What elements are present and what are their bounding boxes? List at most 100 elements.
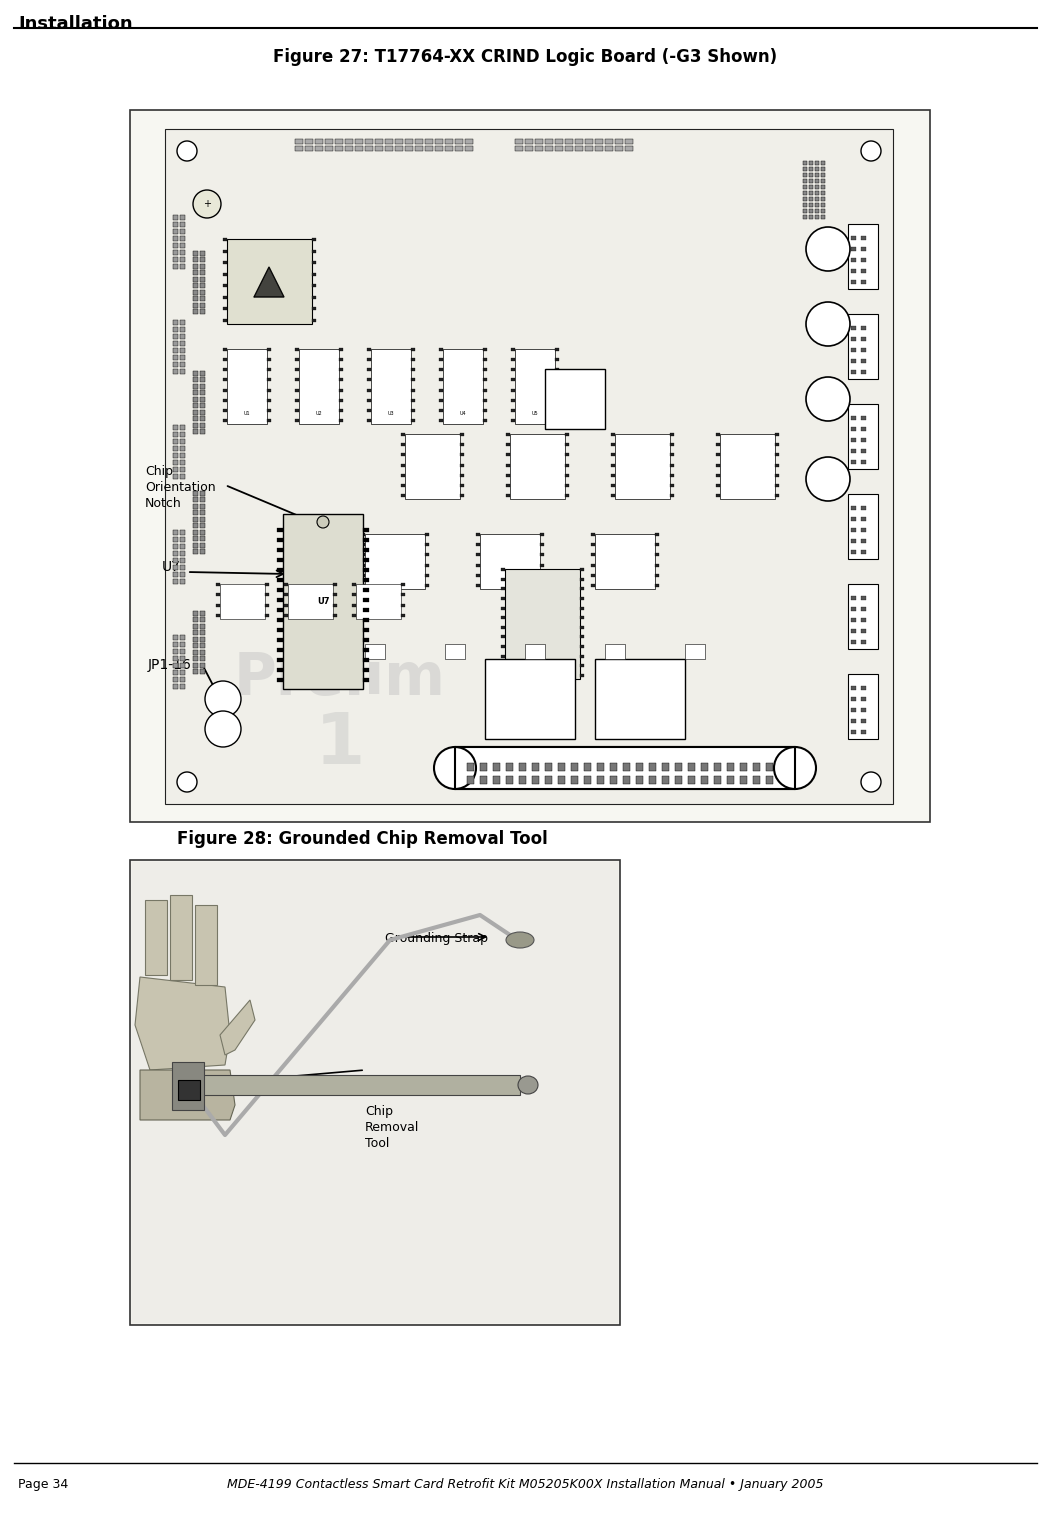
- Bar: [565, 474, 569, 477]
- Bar: [284, 584, 288, 587]
- Bar: [455, 746, 795, 789]
- Bar: [267, 359, 271, 362]
- Bar: [180, 552, 185, 556]
- Bar: [727, 777, 734, 784]
- Bar: [339, 398, 343, 401]
- Bar: [180, 649, 185, 654]
- Bar: [580, 644, 584, 648]
- Bar: [193, 377, 198, 382]
- Text: 1: 1: [315, 710, 365, 778]
- Bar: [200, 377, 205, 382]
- Bar: [848, 494, 878, 559]
- Bar: [439, 378, 444, 382]
- Bar: [597, 763, 604, 771]
- Bar: [775, 464, 779, 467]
- Bar: [460, 474, 463, 477]
- Text: U1: U1: [244, 410, 250, 416]
- Polygon shape: [145, 900, 167, 974]
- Bar: [501, 616, 504, 619]
- Bar: [401, 464, 405, 467]
- Bar: [565, 433, 569, 436]
- Bar: [295, 146, 303, 150]
- Bar: [405, 138, 413, 144]
- Bar: [809, 198, 813, 201]
- Bar: [363, 638, 369, 641]
- Bar: [775, 474, 779, 477]
- Bar: [455, 138, 463, 144]
- Bar: [740, 763, 747, 771]
- Bar: [476, 534, 480, 537]
- Bar: [851, 427, 856, 432]
- Bar: [580, 568, 584, 572]
- Bar: [180, 249, 185, 255]
- Bar: [595, 138, 603, 144]
- Bar: [193, 251, 198, 255]
- Bar: [501, 568, 504, 572]
- Bar: [821, 192, 825, 195]
- Bar: [511, 420, 515, 423]
- Bar: [401, 603, 405, 606]
- Bar: [193, 529, 198, 535]
- Bar: [193, 371, 198, 375]
- Bar: [851, 719, 856, 724]
- Text: Figure 27: T17764-XX CRIND Logic Board (-G3 Shown): Figure 27: T17764-XX CRIND Logic Board (…: [273, 49, 777, 65]
- Bar: [360, 564, 365, 567]
- Bar: [325, 138, 333, 144]
- Bar: [193, 611, 198, 616]
- Bar: [545, 777, 552, 784]
- Bar: [180, 426, 185, 430]
- Bar: [851, 596, 856, 600]
- Bar: [200, 611, 205, 616]
- Bar: [861, 369, 866, 374]
- Bar: [555, 409, 559, 412]
- Bar: [312, 239, 316, 242]
- Bar: [511, 378, 515, 382]
- Bar: [650, 777, 656, 784]
- Bar: [200, 623, 205, 628]
- Bar: [180, 327, 185, 331]
- Bar: [200, 617, 205, 622]
- Bar: [476, 543, 480, 546]
- Bar: [775, 494, 779, 497]
- Bar: [395, 146, 403, 150]
- Bar: [345, 146, 353, 150]
- Bar: [223, 389, 227, 392]
- Bar: [861, 596, 866, 600]
- Bar: [611, 453, 615, 456]
- Polygon shape: [170, 895, 192, 980]
- Bar: [130, 109, 930, 822]
- Bar: [173, 340, 178, 347]
- Bar: [809, 204, 813, 207]
- Bar: [363, 658, 369, 663]
- Bar: [200, 429, 205, 435]
- Text: Grounding Strap: Grounding Strap: [385, 932, 488, 945]
- Bar: [193, 663, 198, 667]
- Bar: [200, 423, 205, 427]
- Bar: [851, 348, 856, 353]
- Bar: [720, 435, 775, 499]
- Bar: [425, 573, 429, 576]
- Bar: [385, 138, 393, 144]
- Text: Chip
Removal
Tool: Chip Removal Tool: [365, 1105, 419, 1151]
- Bar: [277, 648, 283, 652]
- Bar: [861, 730, 866, 734]
- Bar: [753, 763, 760, 771]
- Bar: [501, 606, 504, 610]
- Text: JP1-16: JP1-16: [148, 658, 192, 672]
- Bar: [848, 223, 878, 289]
- Bar: [200, 302, 205, 307]
- Bar: [200, 296, 205, 301]
- Bar: [515, 146, 523, 150]
- Bar: [173, 243, 178, 248]
- Bar: [591, 584, 595, 587]
- Text: Prelim: Prelim: [234, 651, 446, 707]
- Bar: [821, 167, 825, 172]
- Bar: [815, 173, 819, 176]
- Bar: [200, 397, 205, 401]
- Bar: [193, 637, 198, 641]
- Bar: [180, 544, 185, 549]
- Bar: [193, 503, 198, 509]
- Bar: [367, 409, 371, 412]
- Bar: [173, 474, 178, 479]
- Bar: [861, 506, 866, 511]
